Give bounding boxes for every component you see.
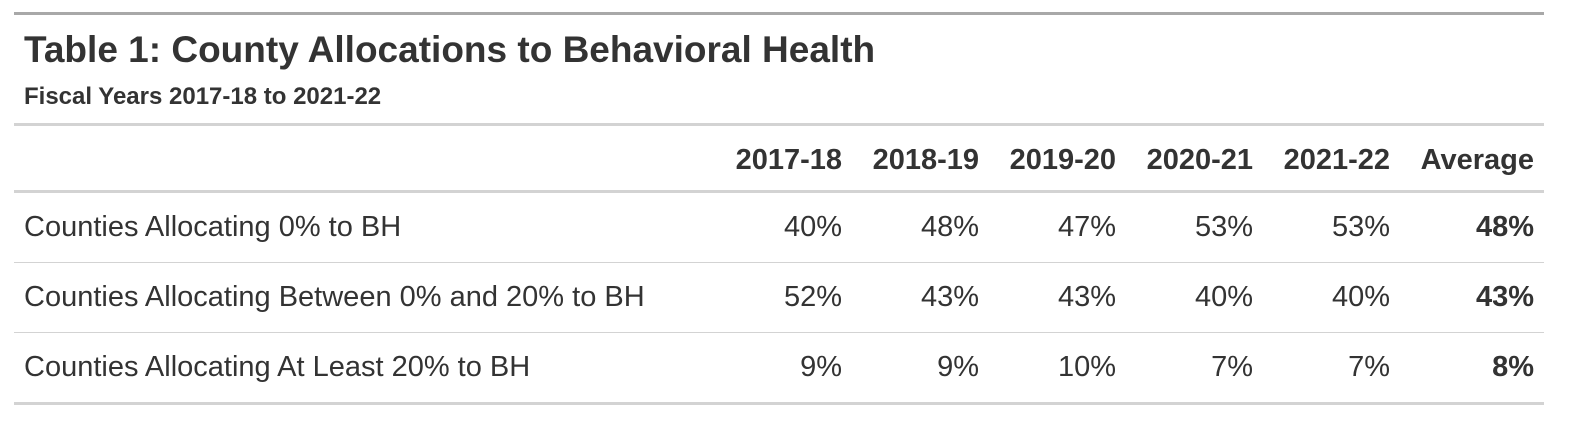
cell-2021-22: 40%: [1263, 262, 1400, 333]
table-container: Table 1: County Allocations to Behaviora…: [14, 12, 1544, 405]
cell-average: 48%: [1475, 211, 1534, 243]
cell-average: 43%: [1400, 262, 1544, 333]
row-label: Counties Allocating At Least 20% to BH: [14, 332, 715, 404]
column-header-2021-22: 2021-22: [1263, 124, 1400, 193]
top-rule: [14, 12, 1544, 15]
cell-2021-22: 7%: [1263, 332, 1400, 404]
table-title: Table 1: County Allocations to Behaviora…: [24, 29, 876, 70]
cell-2018-19: 43%: [852, 262, 989, 333]
cell-2018-19: 9%: [852, 332, 989, 404]
column-header-average: Average: [1400, 124, 1544, 193]
row-label: Counties Allocating 0% to BH: [24, 211, 402, 243]
cell-2017-18: 52%: [715, 262, 852, 333]
cell-2020-21: 40%: [1126, 262, 1263, 333]
table-subtitle: Fiscal Years 2017-18 to 2021-22: [24, 83, 382, 110]
column-header-label: [14, 124, 715, 193]
column-header-2020-21: 2020-21: [1126, 124, 1263, 193]
cell-2018-19: 48%: [920, 211, 979, 243]
column-header-2018-19: 2018-19: [852, 124, 989, 193]
cell-2020-21: 7%: [1126, 332, 1263, 404]
table-row: Counties Allocating At Least 20% to BH 9…: [14, 332, 1544, 404]
allocations-table: 2017-18 2018-19 2019-20 2020-21 2021-22 …: [14, 123, 1544, 405]
cell-2020-21: 53%: [1194, 211, 1253, 243]
table-row: Counties Allocating Between 0% and 20% t…: [14, 262, 1544, 333]
cell-2019-20: 43%: [989, 262, 1126, 333]
cell-2019-20: 47%: [1057, 211, 1116, 243]
column-header-2017-18: 2017-18: [715, 124, 852, 193]
cell-2019-20: 10%: [989, 332, 1126, 404]
cell-2017-18: 9%: [715, 332, 852, 404]
cell-2017-18: 40%: [783, 211, 842, 243]
table-row: Counties Allocating 0% to BH 40% 48% 47%…: [14, 192, 1544, 263]
row-label: Counties Allocating Between 0% and 20% t…: [14, 262, 715, 333]
header-row: 2017-18 2018-19 2019-20 2020-21 2021-22 …: [14, 124, 1544, 193]
cell-2021-22: 53%: [1331, 211, 1390, 243]
cell-average: 8%: [1400, 332, 1544, 404]
column-header-2019-20: 2019-20: [989, 124, 1126, 193]
